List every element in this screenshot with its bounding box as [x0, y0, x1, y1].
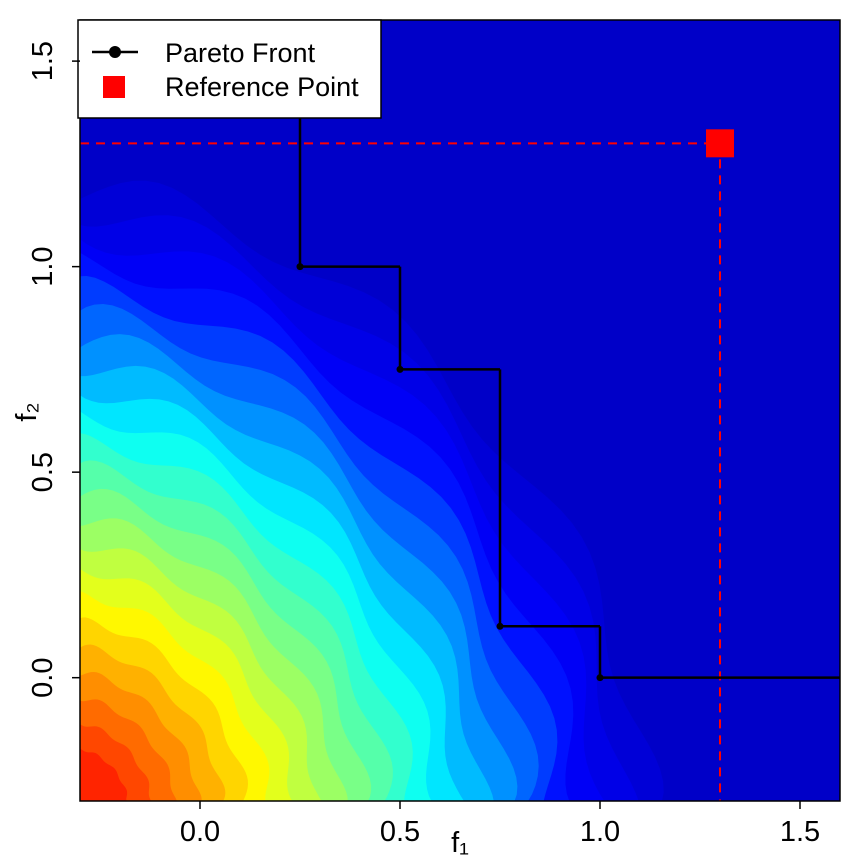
plot-marks	[80, 20, 840, 801]
pareto-point	[596, 674, 604, 682]
legend-label: Reference Point	[165, 72, 359, 102]
legend-label: Pareto Front	[165, 38, 316, 68]
legend-marker	[103, 76, 125, 98]
reference-point	[706, 129, 734, 158]
y-tick-label: 0.5	[27, 452, 59, 492]
x-tick-label: 0.0	[180, 816, 220, 848]
plot-frame	[79, 19, 841, 802]
legend: Pareto Front Reference Point	[77, 19, 382, 119]
pareto-point	[296, 263, 304, 271]
y-tick-label: 1.5	[27, 41, 59, 81]
y-tick-label: 0.0	[27, 658, 59, 698]
x-axis-label: f₁	[451, 827, 469, 859]
pareto-point	[496, 622, 504, 630]
x-tick-label: 1.5	[780, 816, 820, 848]
x-tick-label: 1.0	[580, 816, 620, 848]
legend-marker	[109, 46, 121, 58]
contour-field	[80, 20, 840, 801]
y-tick-label: 1.0	[27, 246, 59, 286]
legend-box	[77, 19, 382, 119]
y-axis-label: f₂	[11, 402, 43, 421]
pareto-point	[396, 365, 404, 373]
x-tick-label: 0.5	[380, 816, 420, 848]
contour-band	[80, 748, 128, 801]
